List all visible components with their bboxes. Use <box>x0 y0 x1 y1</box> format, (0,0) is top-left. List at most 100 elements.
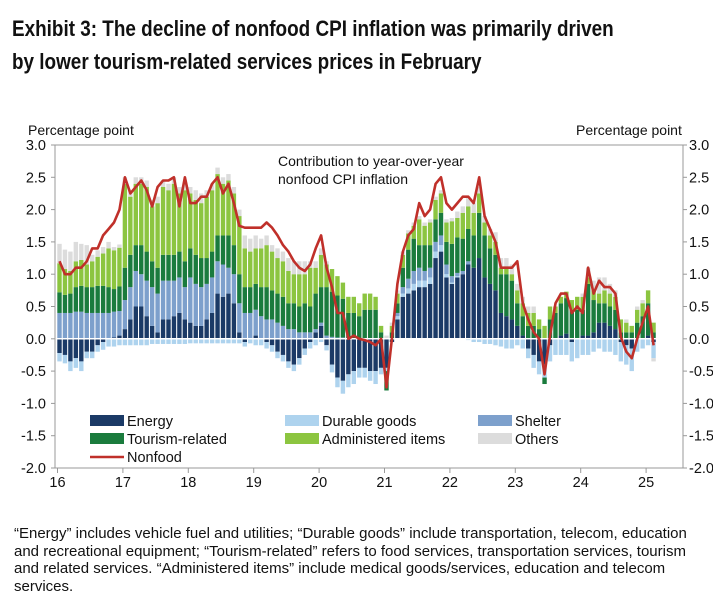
bar-energy <box>253 335 258 339</box>
x-tick-label: 16 <box>49 475 65 491</box>
bar-tourism-related <box>449 243 455 277</box>
bar-others <box>258 238 264 249</box>
bar-tourism-related <box>640 316 645 339</box>
axes-layer: 3.0 3.0 2.5 2.5 2.0 2.0 1.5 1.5 1.0 1.0 0.5 0.5 0.0 0… <box>21 138 713 491</box>
bar-tourism-related <box>427 245 433 268</box>
bar-tourism-related <box>313 293 318 330</box>
bar-durable-goods <box>324 345 329 351</box>
title-line-2: by lower tourism-related services prices… <box>12 49 482 74</box>
bar-durable-goods <box>536 361 542 375</box>
bar-administered-items <box>324 264 329 288</box>
bar-tourism-related <box>171 254 177 281</box>
bar-durable-goods <box>471 338 476 343</box>
bar-tourism-related <box>575 309 580 339</box>
bar-tourism-related <box>357 316 362 339</box>
y-tick-label-left: 2.0 <box>26 203 46 219</box>
bar-durable-goods <box>417 280 422 288</box>
bar-energy <box>417 287 422 339</box>
bar-durable-goods <box>171 338 177 344</box>
bar-energy <box>395 319 400 339</box>
bar-energy <box>122 329 128 339</box>
y-tick-label-left: -1.0 <box>21 396 46 412</box>
bar-administered-items <box>504 267 509 275</box>
bar-shelter <box>188 277 193 323</box>
bar-energy <box>438 251 444 339</box>
bar-others <box>79 243 84 260</box>
bar-shelter <box>193 283 198 326</box>
bar-administered-items <box>417 219 422 246</box>
bar-shelter <box>438 235 444 246</box>
bar-others <box>286 258 291 271</box>
bar-energy <box>291 338 297 365</box>
bar-tourism-related <box>297 306 302 333</box>
bar-energy <box>302 338 307 349</box>
annotation-line-2: nonfood CPI inflation <box>278 171 408 187</box>
bar-shelter <box>406 278 411 289</box>
bar-others <box>624 319 629 323</box>
bar-shelter <box>411 270 416 284</box>
bar-others <box>177 186 182 194</box>
bar-energy <box>509 319 515 339</box>
y-tick-label-right: -2.0 <box>689 461 713 477</box>
bar-energy <box>378 338 384 368</box>
bar-durable-goods <box>384 367 389 372</box>
bar-administered-items <box>128 196 133 255</box>
bar-durable-goods <box>520 338 525 349</box>
bar-durable-goods <box>286 361 291 368</box>
bar-durable-goods <box>308 342 313 349</box>
bar-administered-items <box>520 303 525 317</box>
legend-label: Shelter <box>515 414 561 430</box>
bar-energy <box>133 306 138 339</box>
legend-label: Tourism-related <box>127 432 227 448</box>
bar-shelter <box>106 312 111 339</box>
bar-energy <box>324 338 329 346</box>
bar-durable-goods <box>580 338 585 355</box>
bar-energy <box>275 338 280 352</box>
bar-durable-goods <box>133 338 138 346</box>
bar-shelter <box>269 319 275 339</box>
bar-energy <box>149 325 155 339</box>
bar-durable-goods <box>231 338 237 344</box>
bar-tourism-related <box>591 300 596 333</box>
bar-energy <box>231 303 237 339</box>
bar-durable-goods <box>455 276 460 278</box>
bar-administered-items <box>569 300 574 310</box>
bar-tourism-related <box>651 332 656 339</box>
bar-energy <box>542 338 547 365</box>
legend-label: Nonfood <box>127 450 182 466</box>
legend-swatch <box>285 415 319 426</box>
bar-energy <box>471 267 476 339</box>
bar-others <box>68 251 73 271</box>
bar-energy <box>613 329 618 339</box>
bar-energy <box>329 338 335 365</box>
bar-tourism-related <box>613 309 618 330</box>
bar-others <box>73 241 79 262</box>
bar-administered-items <box>591 290 596 301</box>
bar-administered-items <box>209 190 215 252</box>
bar-shelter <box>417 267 422 281</box>
bar-energy <box>466 264 471 339</box>
bar-others <box>389 322 395 326</box>
bar-tourism-related <box>253 283 258 310</box>
bar-administered-items <box>100 253 106 286</box>
bar-durable-goods <box>591 338 596 352</box>
bar-others <box>591 280 596 291</box>
bar-others <box>596 277 602 294</box>
bar-administered-items <box>280 261 286 297</box>
bar-energy <box>531 338 536 355</box>
bar-energy <box>493 290 498 339</box>
bar-tourism-related <box>117 286 122 312</box>
bar-tourism-related <box>367 309 373 339</box>
bar-energy <box>79 338 84 362</box>
bar-administered-items <box>536 319 542 330</box>
bar-durable-goods <box>487 338 493 344</box>
bar-administered-items <box>547 306 553 320</box>
bar-energy <box>220 296 226 339</box>
y-tick-label-right: -1.0 <box>689 396 713 412</box>
bar-tourism-related <box>84 287 89 313</box>
bar-durable-goods <box>493 338 498 346</box>
bar-shelter <box>90 312 95 339</box>
bar-administered-items <box>57 263 62 293</box>
bar-others <box>106 241 111 249</box>
bar-energy <box>308 338 313 343</box>
